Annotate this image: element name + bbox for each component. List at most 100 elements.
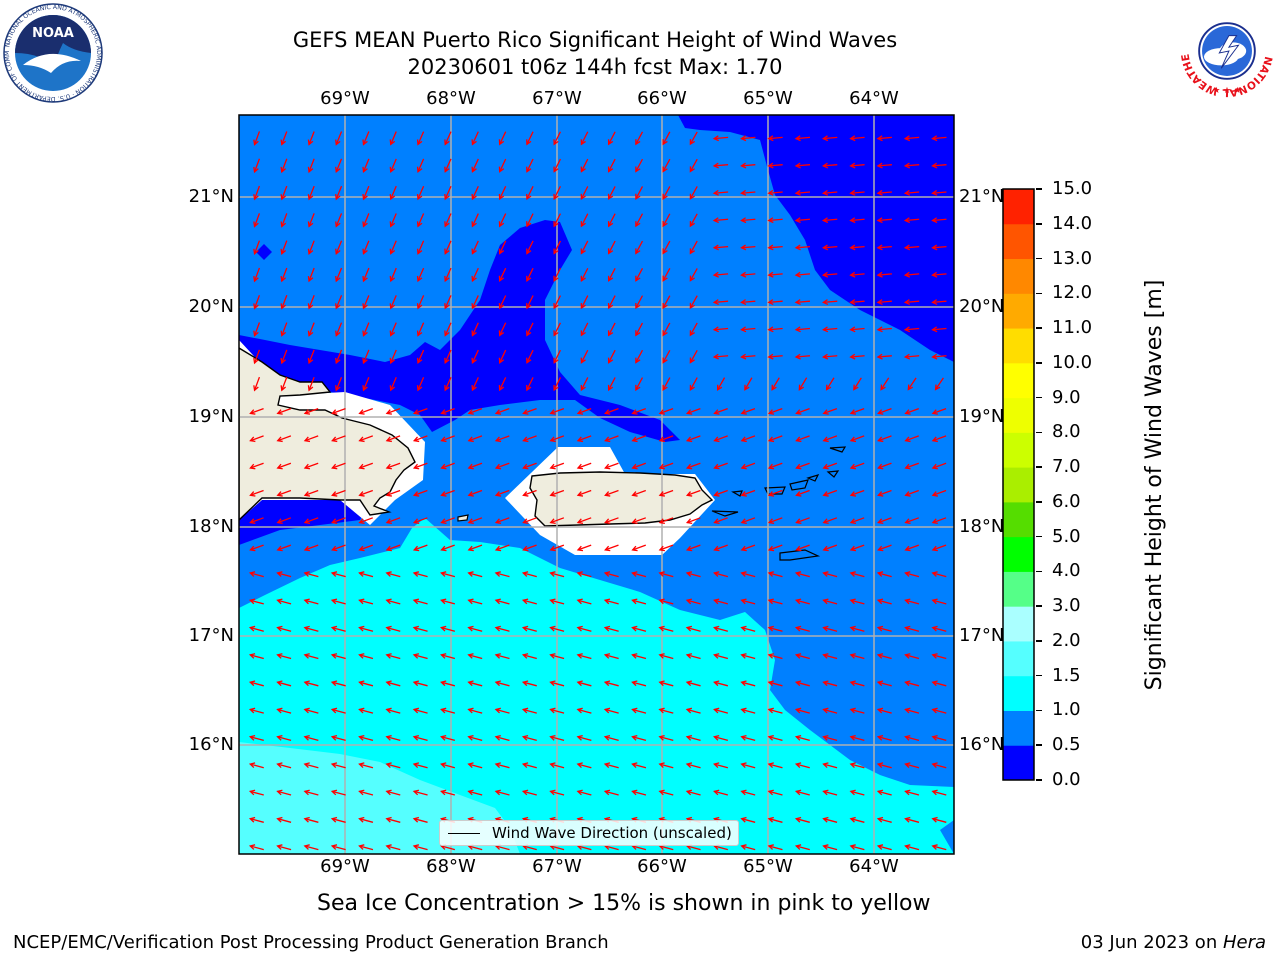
wave-direction-arrow [413, 407, 428, 415]
wave-direction-arrowhead [307, 221, 314, 228]
wave-direction-arrow [714, 407, 728, 415]
wave-direction-arrow [686, 790, 701, 796]
wave-direction-arrowhead [903, 135, 911, 142]
wave-direction-arrow [932, 191, 947, 194]
lat-label-right: 16°N [959, 734, 1005, 755]
wave-direction-arrow [335, 185, 343, 200]
land-virgin-islands [711, 446, 847, 561]
map-frame [238, 114, 955, 855]
wave-direction-arrow [932, 790, 947, 796]
wave-direction-arrow [659, 708, 674, 714]
wave-direction-arrow [577, 517, 592, 524]
wave-direction-arrowhead [658, 571, 665, 577]
wave-direction-arrowhead [658, 491, 665, 497]
wave-direction-arrow [741, 191, 756, 194]
wave-direction-arrowhead [713, 463, 720, 470]
wave-direction-arrowhead [549, 518, 556, 524]
wave-direction-arrow [386, 517, 401, 524]
wave-direction-arrowhead [822, 598, 829, 605]
wave-direction-arrowhead [440, 518, 447, 524]
wave-direction-arrow [304, 818, 319, 823]
lat-label-right: 17°N [959, 625, 1005, 646]
wave-direction-arrow [359, 818, 374, 823]
wave-direction-arrowhead [498, 303, 505, 310]
wave-direction-arrow [335, 131, 343, 145]
wave-direction-arrowhead [416, 275, 423, 283]
wave-direction-arrowhead [471, 248, 477, 255]
wave-direction-arrow [741, 218, 756, 222]
wave-direction-arrow [850, 273, 865, 276]
wave-direction-arrow [686, 845, 701, 851]
wave-direction-arrowhead [330, 680, 338, 687]
wave-direction-arrowhead [631, 571, 638, 577]
wave-direction-arrowhead [607, 139, 614, 146]
wave-direction-arrowhead [412, 409, 420, 415]
wave-direction-arrow [468, 681, 483, 687]
wave-direction-arrowhead [740, 189, 747, 196]
wave-direction-arrowhead [658, 789, 665, 796]
wave-direction-arrowhead [576, 625, 583, 632]
wave-direction-arrow [795, 218, 811, 222]
wave-direction-arrowhead [498, 330, 505, 337]
wave-direction-arrowhead [849, 762, 856, 769]
wave-direction-arrow [850, 708, 865, 714]
wave-direction-arrow [413, 736, 428, 742]
wave-direction-arrowhead [580, 384, 586, 392]
lon-label-bottom: 66°W [637, 856, 687, 877]
wave-direction-arrowhead [849, 326, 856, 333]
wave-direction-arrowhead [521, 707, 529, 714]
wave-direction-arrowhead [934, 384, 941, 391]
wave-direction-arrow [905, 681, 920, 687]
wave-direction-arrowhead [253, 166, 259, 174]
wave-direction-arrow [390, 267, 397, 282]
wave-direction-arrow [417, 213, 425, 227]
wave-direction-arrowhead [689, 139, 695, 146]
wave-direction-arrowhead [794, 135, 801, 142]
wave-direction-arrowhead [794, 353, 801, 360]
colorbar-segment [1003, 640, 1034, 677]
wave-direction-arrow [768, 736, 783, 742]
wave-direction-arrow [741, 790, 756, 796]
wave-direction-arrowhead [276, 491, 283, 497]
wave-direction-arrowhead [740, 491, 747, 497]
wave-direction-arrow [359, 736, 374, 742]
wave-direction-arrow [304, 599, 319, 605]
wave-direction-arrowhead [907, 384, 914, 391]
wave-direction-arrowhead [280, 139, 287, 146]
wave-direction-arrowhead [335, 275, 341, 283]
wave-direction-arrowhead [580, 330, 586, 337]
wave-direction-arrow [281, 349, 288, 364]
wave-direction-arrow [304, 572, 319, 578]
wave-direction-arrow [304, 435, 319, 442]
wave-direction-arrow [413, 681, 428, 687]
wave-direction-arrowhead [580, 357, 586, 364]
wave-direction-arrowhead [849, 299, 856, 306]
wave-direction-arrow [632, 626, 647, 632]
wave-direction-arrow [877, 763, 892, 769]
wave-direction-arrowhead [767, 545, 775, 552]
wave-direction-arrow [796, 708, 810, 714]
wave-direction-arrow [823, 681, 838, 687]
wave-direction-arrowhead [498, 221, 505, 228]
colorbar-tick [1036, 188, 1042, 190]
wave-direction-arrow [553, 377, 561, 391]
wave-direction-arrowhead [713, 653, 720, 659]
wave-direction-arrowhead [713, 409, 720, 415]
wave-direction-arrowhead [795, 463, 802, 470]
wave-direction-arrowhead [526, 384, 532, 392]
colorbar-segment [1003, 710, 1034, 746]
wave-direction-arrow [932, 462, 947, 469]
wave-direction-arrowhead [713, 518, 720, 524]
wave-direction-arrow [604, 599, 619, 605]
wave-direction-arrowhead [521, 680, 529, 687]
wave-direction-arrow [390, 131, 397, 145]
wave-direction-arrowhead [689, 193, 695, 200]
wave-direction-arrow [331, 599, 346, 605]
wave-direction-arrowhead [794, 571, 802, 577]
wave-direction-arrowhead [549, 653, 556, 659]
wave-direction-arrowhead [335, 194, 341, 201]
wave-direction-arrow [577, 845, 592, 851]
wave-direction-arrowhead [467, 518, 474, 524]
wave-direction-arrow [850, 517, 865, 524]
